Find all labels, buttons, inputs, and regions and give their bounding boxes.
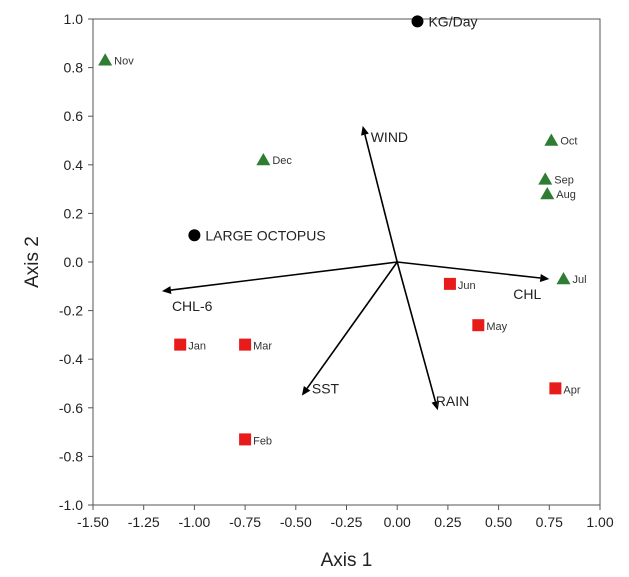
triangle-point-label: Sep bbox=[554, 174, 574, 186]
square-point-label: Apr bbox=[563, 384, 580, 396]
square-point-label: Jan bbox=[188, 341, 206, 353]
vector-line bbox=[170, 261, 398, 291]
circle-point-label: LARGE OCTOPUS bbox=[205, 227, 325, 243]
square-point bbox=[174, 338, 187, 351]
vector-arrowhead bbox=[301, 386, 311, 396]
vector-arrowhead bbox=[361, 125, 369, 136]
x-tick-label: -0.75 bbox=[229, 514, 261, 530]
vector-label: SST bbox=[312, 381, 340, 397]
x-tick-label: 0.50 bbox=[485, 514, 512, 530]
triangle-point bbox=[538, 172, 553, 185]
vector-label: CHL-6 bbox=[172, 298, 213, 314]
square-point bbox=[239, 338, 252, 351]
triangle-point-label: Aug bbox=[556, 189, 576, 201]
y-tick-label: -0.2 bbox=[59, 303, 83, 319]
vector-label: RAIN bbox=[436, 393, 469, 409]
triangle-point-label: Jul bbox=[572, 274, 586, 286]
square-point-label: Jun bbox=[458, 280, 476, 292]
x-tick-label: 0.00 bbox=[384, 514, 411, 530]
square-point bbox=[443, 277, 456, 290]
square-point-label: Feb bbox=[253, 435, 272, 447]
x-tick-label: -1.50 bbox=[77, 514, 109, 530]
y-tick-label: 0.2 bbox=[64, 205, 84, 221]
vector-arrowhead bbox=[431, 400, 440, 411]
plot-frame bbox=[92, 18, 601, 506]
triangle-point bbox=[256, 152, 271, 166]
circle-point bbox=[411, 15, 424, 28]
vector-line bbox=[364, 134, 398, 263]
vector-line bbox=[306, 261, 398, 389]
triangle-point bbox=[556, 272, 571, 285]
square-point bbox=[472, 319, 485, 332]
x-tick-label: -1.25 bbox=[128, 514, 160, 530]
x-tick-label: 0.25 bbox=[434, 514, 461, 530]
y-tick-label: -0.4 bbox=[59, 351, 83, 367]
triangle-point bbox=[544, 133, 559, 146]
square-point-label: Mar bbox=[253, 341, 272, 353]
x-axis-title: Axis 1 bbox=[321, 550, 373, 571]
vector-line bbox=[396, 261, 437, 402]
triangle-point bbox=[98, 53, 113, 66]
x-tick-label: 0.75 bbox=[536, 514, 563, 530]
data-points: Nov Dec Oct Sep Aug Jul Jan Mar Feb Jun May Apr KG/D… bbox=[98, 13, 587, 447]
vector-line bbox=[397, 261, 541, 279]
vector-arrowhead bbox=[539, 274, 550, 282]
x-tick-label: 1.00 bbox=[586, 514, 613, 530]
y-tick-label: 0.4 bbox=[64, 157, 84, 173]
axes: -1.50 -1.25 -1.00 -0.75 -0.50 -0.25 0.00 0.25 0.… bbox=[22, 11, 614, 571]
y-tick-label: -1.0 bbox=[59, 497, 83, 513]
triangle-point-label: Nov bbox=[114, 55, 134, 67]
vector-label: WIND bbox=[371, 129, 408, 145]
y-tick-label: -0.8 bbox=[59, 448, 83, 464]
triangle-point-label: Dec bbox=[272, 155, 292, 167]
vector-arrowhead bbox=[161, 286, 172, 295]
triangle-point-label: Oct bbox=[560, 136, 577, 148]
square-point bbox=[239, 433, 252, 446]
vector-label: CHL bbox=[513, 286, 541, 302]
x-tick-label: -0.50 bbox=[280, 514, 312, 530]
triangle-point bbox=[540, 186, 555, 200]
x-tick-label: -0.25 bbox=[331, 514, 363, 530]
circle-point bbox=[188, 229, 201, 242]
circle-point-label: KG/Day bbox=[428, 13, 477, 29]
square-point-label: May bbox=[486, 321, 507, 333]
square-point bbox=[549, 382, 562, 395]
x-tick-label: -1.00 bbox=[178, 514, 210, 530]
y-tick-label: 0.6 bbox=[64, 108, 84, 124]
y-axis-title: Axis 2 bbox=[22, 236, 43, 288]
y-tick-label: 1.0 bbox=[64, 11, 84, 27]
environmental-vectors: WIND CHL-6 CHL SST RAIN bbox=[161, 125, 550, 411]
y-tick-label: 0.0 bbox=[64, 254, 84, 270]
y-tick-label: -0.6 bbox=[59, 400, 83, 416]
y-tick-label: 0.8 bbox=[64, 60, 84, 76]
